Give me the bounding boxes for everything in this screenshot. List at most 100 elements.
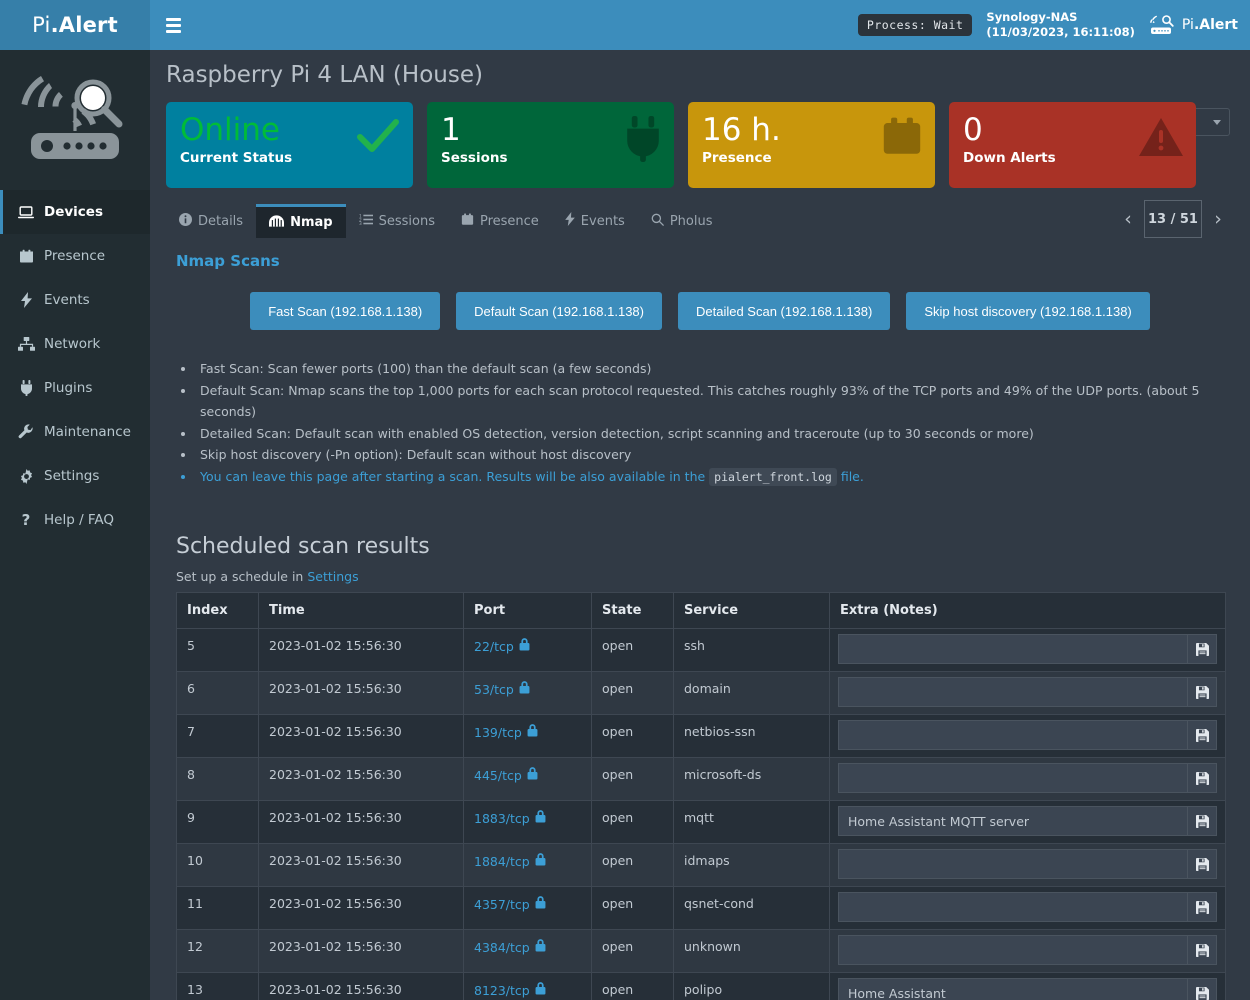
port-link[interactable]: 53/tcp <box>474 682 514 697</box>
nmap-panel: Nmap Scans Fast Scan (192.168.1.138) Def… <box>166 238 1234 1000</box>
list-item: Skip host discovery (-Pn option): Defaul… <box>196 444 1234 466</box>
list-item: Fast Scan: Scan fewer ports (100) than t… <box>196 358 1234 380</box>
chevron-left-icon[interactable]: ‹ <box>1124 208 1132 230</box>
cell-index: 5 <box>176 628 259 672</box>
port-link[interactable]: 8123/tcp <box>474 983 530 998</box>
extra-notes-input[interactable] <box>838 720 1187 750</box>
cell-index: 6 <box>176 671 259 715</box>
tab-label: Events <box>580 213 625 229</box>
sidebar-item-label: Settings <box>44 468 100 484</box>
cell-index: 7 <box>176 714 259 758</box>
table-row: 12 2023-01-02 15:56:30 4384/tcp open unknown <box>176 929 1226 973</box>
cell-extra-notes <box>829 628 1226 672</box>
col-header-port: Port <box>463 592 592 629</box>
pager-position[interactable]: 13 / 51 <box>1144 200 1202 238</box>
extra-notes-input[interactable] <box>838 677 1187 707</box>
floppy-save-icon[interactable] <box>1187 720 1217 750</box>
floppy-save-icon[interactable] <box>1187 806 1217 836</box>
cell-time: 2023-01-02 15:56:30 <box>258 671 464 715</box>
col-header-index: Index <box>176 592 259 629</box>
search-icon <box>651 213 664 230</box>
scheduled-scan-table: Index Time Port State Service Extra (Not… <box>176 592 1226 1000</box>
lock-icon <box>535 896 546 912</box>
floppy-save-icon[interactable] <box>1187 677 1217 707</box>
info-icon <box>179 212 192 230</box>
tab-presence[interactable]: Presence <box>448 204 552 238</box>
sidebar-item-devices[interactable]: Devices <box>0 190 150 234</box>
card-current-status[interactable]: Online Current Status <box>166 102 413 188</box>
svg-text:3: 3 <box>359 221 362 226</box>
port-link[interactable]: 1883/tcp <box>474 811 530 826</box>
bolt-icon <box>564 212 575 230</box>
floppy-save-icon[interactable] <box>1187 634 1217 664</box>
sidebar-item-presence[interactable]: Presence <box>0 234 150 278</box>
cell-state: open <box>591 972 674 1000</box>
header-brand-bold: .Alert <box>1193 17 1238 33</box>
sidebar-item-help-faq[interactable]: ? Help / FAQ <box>0 498 150 542</box>
tab-pholus[interactable]: Pholus <box>638 204 726 238</box>
floppy-save-icon[interactable] <box>1187 763 1217 793</box>
tab-details[interactable]: Details <box>166 204 256 238</box>
port-link[interactable]: 445/tcp <box>474 768 522 783</box>
fast-scan-button[interactable]: Fast Scan (192.168.1.138) <box>250 292 441 330</box>
card-value: 1 <box>441 112 461 148</box>
cell-state: open <box>591 800 674 844</box>
gear-icon <box>17 468 35 484</box>
lock-icon <box>535 982 546 998</box>
cell-port: 139/tcp <box>463 714 592 758</box>
default-scan-button[interactable]: Default Scan (192.168.1.138) <box>456 292 662 330</box>
laptop-icon <box>17 205 35 219</box>
plug-icon <box>624 116 662 166</box>
tab-events[interactable]: Events <box>552 204 638 238</box>
sidebar-item-network[interactable]: Network <box>0 322 150 366</box>
card-presence[interactable]: 16 h. Presence <box>688 102 935 188</box>
cell-index: 11 <box>176 886 259 930</box>
tab-nmap[interactable]: Nmap <box>256 204 346 238</box>
port-link[interactable]: 4384/tcp <box>474 940 530 955</box>
port-link[interactable]: 4357/tcp <box>474 897 530 912</box>
settings-link[interactable]: Settings <box>307 569 359 584</box>
port-link[interactable]: 139/tcp <box>474 725 522 740</box>
sidebar-item-label: Network <box>44 336 101 352</box>
cell-port: 1883/tcp <box>463 800 592 844</box>
summary-cards: Online Current Status 1 Sessions 16 h. P… <box>150 88 1250 188</box>
cell-time: 2023-01-02 15:56:30 <box>258 843 464 887</box>
skip-host-discovery-button[interactable]: Skip host discovery (192.168.1.138) <box>906 292 1150 330</box>
sidebar-item-settings[interactable]: Settings <box>0 454 150 498</box>
extra-notes-input[interactable] <box>838 935 1187 965</box>
detailed-scan-button[interactable]: Detailed Scan (192.168.1.138) <box>678 292 891 330</box>
table-row: 9 2023-01-02 15:56:30 1883/tcp open mqtt <box>176 800 1226 844</box>
floppy-save-icon[interactable] <box>1187 849 1217 879</box>
extra-notes-input[interactable] <box>838 634 1187 664</box>
hamburger-icon[interactable] <box>150 0 196 50</box>
extra-notes-input[interactable] <box>838 892 1187 922</box>
floppy-save-icon[interactable] <box>1187 892 1217 922</box>
floppy-save-icon[interactable] <box>1187 935 1217 965</box>
page-title: Raspberry Pi 4 LAN (House) <box>166 62 483 88</box>
warning-icon <box>1138 116 1184 162</box>
header-brand[interactable]: Pi.Alert <box>1149 14 1238 36</box>
card-value: 0 <box>963 112 983 148</box>
extra-notes-input[interactable] <box>838 806 1187 836</box>
port-link[interactable]: 1884/tcp <box>474 854 530 869</box>
cell-state: open <box>591 757 674 801</box>
app-logo[interactable]: Pi .Alert <box>0 0 150 50</box>
sidebar-item-events[interactable]: Events <box>0 278 150 322</box>
card-sessions[interactable]: 1 Sessions <box>427 102 674 188</box>
card-down-alerts[interactable]: 0 Down Alerts <box>949 102 1196 188</box>
status-badge: Process: Wait <box>857 14 973 36</box>
extra-notes-input[interactable] <box>838 978 1187 1000</box>
chevron-right-icon[interactable]: › <box>1214 208 1222 230</box>
extra-notes-input[interactable] <box>838 849 1187 879</box>
chevron-down-icon <box>1213 119 1221 125</box>
extra-notes-input[interactable] <box>838 763 1187 793</box>
list-item-log-link[interactable]: You can leave this page after starting a… <box>196 466 1234 489</box>
floppy-save-icon[interactable] <box>1187 978 1217 1000</box>
port-link[interactable]: 22/tcp <box>474 639 514 654</box>
table-row: 5 2023-01-02 15:56:30 22/tcp open ssh <box>176 628 1226 672</box>
sidebar-item-maintenance[interactable]: Maintenance <box>0 410 150 454</box>
sidebar-item-plugins[interactable]: Plugins <box>0 366 150 410</box>
